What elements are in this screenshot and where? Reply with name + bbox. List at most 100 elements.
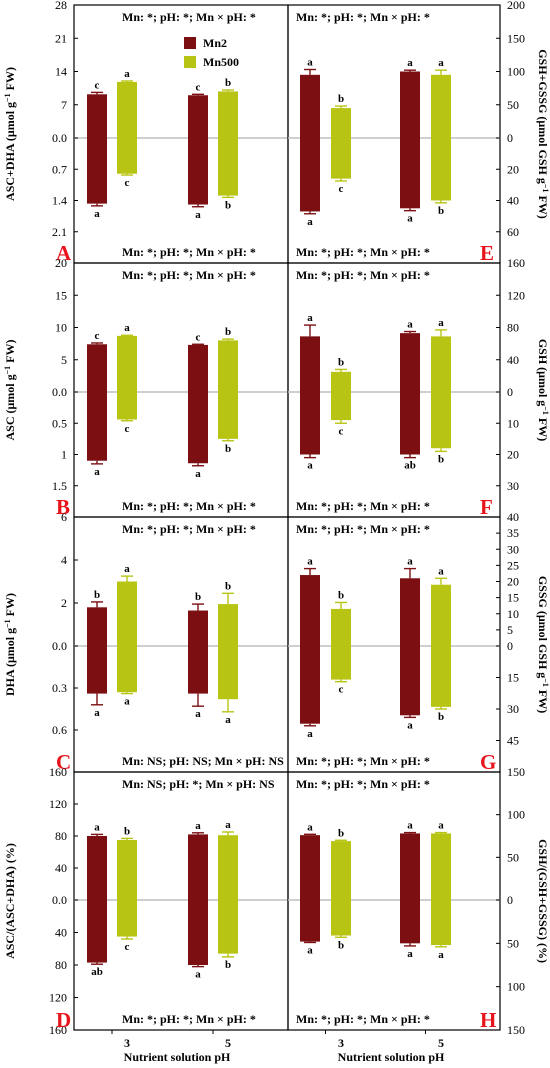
y-tick-label-B: 0.5 [52, 416, 67, 430]
sig-letter-top-F: a [407, 319, 413, 331]
y-tick-label-D: 120 [49, 797, 67, 811]
bar-B-Mn500-pH3 [117, 335, 137, 420]
sig-letter-top-G: a [307, 556, 313, 568]
y-axis-label-text: FW) [536, 192, 550, 218]
stat-label-bottom-F: Mn: *; pH: *; Mn × pH: * [296, 499, 430, 513]
y-tick-label-E: 20 [507, 162, 519, 176]
bar-G-Mn500-pH5 [431, 584, 451, 707]
bar-H-Mn2-pH5 [400, 833, 420, 944]
y-tick-label-E: 60 [507, 225, 519, 239]
bar-G-Mn2-pH5 [400, 578, 420, 716]
stat-label-bottom-C: Mn: NS; pH: NS; Mn × pH: NS [122, 754, 284, 768]
stat-label-bottom-B: Mn: *; pH: *; Mn × pH: * [122, 499, 256, 513]
y-tick-label-B: 15 [55, 288, 67, 302]
y-tick-label-D: 160 [49, 1023, 67, 1037]
panel-frame-H [287, 771, 501, 1031]
y-tick-label-F: 160 [507, 256, 525, 270]
y-tick-label-C: 0.3 [52, 681, 67, 695]
y-tick-label-F: 10 [507, 416, 519, 430]
y-tick-label-G: 45 [507, 734, 519, 748]
y-tick-label-F: 30 [507, 479, 519, 493]
sig-letter-bottom-H: a [307, 944, 313, 956]
y-tick-label-A: 7 [61, 98, 67, 112]
y-tick-label-G: 40 [507, 510, 519, 524]
y-tick-label-G: 30 [507, 542, 519, 556]
y-tick-label-B: 1.5 [52, 479, 67, 493]
sig-letter-bottom-C: a [195, 708, 201, 720]
legend-label-mn500: Mn500 [203, 55, 239, 69]
panel-G: 40 35 30 25 20 15 10 5 0 15 30 45 GSSG (μmol GSH g−1… [287, 510, 550, 774]
y-tick-label-E: 100 [507, 65, 525, 79]
y-tick-label-A: 14 [55, 65, 67, 79]
y-tick-label-D: 0.0 [52, 893, 67, 907]
y-axis-label-E: GSH+GSSG (μmol GSH g−1 FW) [536, 49, 550, 219]
sig-letter-top-E: a [407, 57, 413, 69]
stat-label-top-F: Mn: *; pH: *; Mn × pH: * [296, 268, 430, 282]
sig-letter-bottom-E: a [307, 216, 313, 228]
bar-F-Mn2-pH5 [400, 333, 420, 455]
panel-A: 28 21 14 7 0.0 0.7 1.4 2.1 ASC+DHA (μmol g−1 FW)… [3, 0, 289, 265]
panel-letter-F: F [480, 495, 493, 519]
legend: Mn2 Mn500 [184, 36, 239, 69]
sig-letter-top-B: b [225, 326, 231, 338]
sig-letter-bottom-G: a [307, 728, 313, 740]
sig-letter-bottom-B: a [94, 466, 100, 478]
y-tick-label-G: 25 [507, 558, 519, 572]
bar-B-Mn2-pH3 [87, 344, 107, 461]
y-tick-label-D: 80 [55, 958, 67, 972]
y-tick-label-D: 40 [55, 926, 67, 940]
panel-letter-H: H [480, 1008, 496, 1032]
x-axis-label-right: Nutrient solution pH [338, 1050, 445, 1064]
sig-letter-bottom-D: c [125, 941, 130, 953]
y-axis-label-text: DHA (μmol g [3, 628, 17, 696]
sig-letter-bottom-D: a [195, 969, 201, 981]
sig-letter-top-A: c [95, 79, 100, 91]
y-axis-label-text: FW) [536, 415, 550, 441]
sig-letter-bottom-C: a [94, 707, 100, 719]
panel-C: 6 4 2 0.0 0.3 0.6 DHA (μmol g−1 FW) Mn: *; pH: … [3, 510, 289, 774]
bar-F-Mn500-pH3 [331, 371, 351, 421]
panel-B: 20 15 10 5 0.0 0.5 1 1.5 ASC (μmol g−1 FW) Mn: *;… [3, 256, 289, 519]
sig-letter-top-E: b [338, 93, 344, 105]
sig-letter-top-H: a [438, 820, 444, 832]
sig-letter-bottom-H: a [438, 949, 444, 961]
y-tick-label-E: 200 [507, 0, 525, 12]
y-tick-label-H: 0 [507, 893, 513, 907]
sig-letter-top-D: a [195, 820, 201, 832]
bar-F-Mn500-pH5 [431, 336, 451, 449]
y-axis-label-superscript: −1 [541, 406, 550, 415]
bar-E-Mn500-pH5 [431, 74, 451, 201]
bar-D-Mn2-pH5 [188, 834, 208, 965]
bar-B-Mn2-pH5 [188, 344, 208, 464]
panel-H: 150 100 50 0 50 100 150 GSH/(GSH+GSSG) (%) Mn: *… [287, 765, 550, 1037]
y-axis-label-text: FW) [3, 67, 17, 93]
sig-letter-top-D: a [225, 819, 231, 831]
x-tick-left-3: 3 [124, 1036, 130, 1050]
y-axis-label-F: GSH (μmol g−1 FW) [536, 339, 550, 441]
y-axis-label-G: GSSG (μmol GSH g−1 FW) [536, 576, 550, 713]
y-tick-label-B: 0.0 [52, 385, 67, 399]
panel-D: 160 120 80 40 0.0 40 80 120 160 ASC/(ASC+DHA) (%)… [3, 765, 289, 1037]
y-tick-label-D: 40 [55, 861, 67, 875]
legend-swatch-mn500 [184, 56, 196, 68]
sig-letter-bottom-A: b [225, 199, 231, 211]
y-tick-label-B: 5 [61, 353, 67, 367]
y-tick-label-D: 160 [49, 765, 67, 779]
stat-label-top-H: Mn: *; pH: *; Mn × pH: * [296, 777, 430, 791]
y-tick-label-G: 20 [507, 575, 519, 589]
sig-letter-top-F: b [338, 356, 344, 368]
sig-letter-bottom-D: b [225, 959, 231, 971]
sig-letter-bottom-C: a [225, 714, 231, 726]
y-tick-label-C: 2 [61, 596, 67, 610]
y-tick-label-A: 2.1 [52, 225, 67, 239]
bar-A-Mn500-pH5 [218, 91, 238, 196]
y-tick-label-A: 1.4 [52, 194, 67, 208]
y-tick-label-B: 10 [55, 321, 67, 335]
y-axis-label-superscript: −1 [3, 619, 12, 628]
panel-F: 160 120 80 40 0 10 20 30 GSH (μmol g−1 FW) Mn: *;… [287, 256, 550, 519]
panel-letter-C: C [56, 750, 71, 774]
stat-label-top-G: Mn: *; pH: *; Mn × pH: * [296, 522, 430, 536]
y-tick-label-H: 150 [507, 1023, 525, 1037]
sig-letter-bottom-H: a [407, 948, 413, 960]
